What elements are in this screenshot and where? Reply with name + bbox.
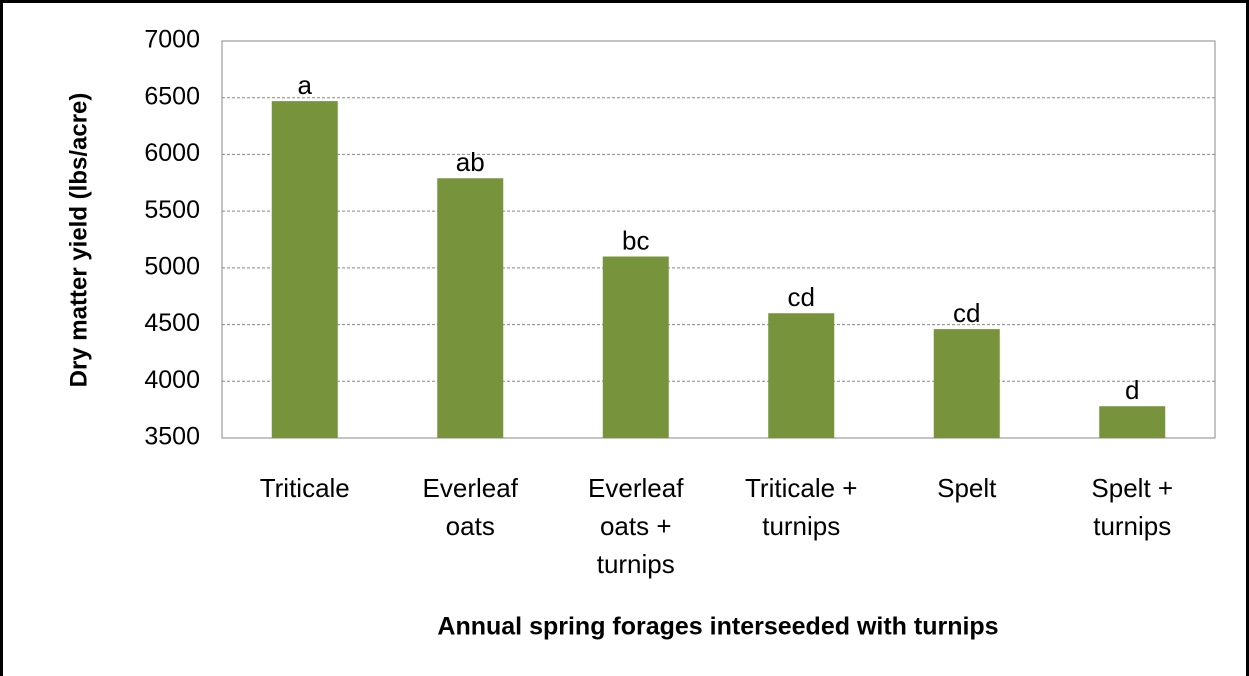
- y-tick-label: 6500: [144, 82, 200, 110]
- y-tick-label: 5000: [144, 252, 200, 280]
- x-tick-label: Spelt + turnips: [1091, 473, 1174, 541]
- y-tick-label: 3500: [144, 423, 200, 451]
- bar: [933, 329, 1000, 438]
- bar-annotation: ab: [456, 147, 485, 177]
- x-tick-label: Spelt: [937, 473, 997, 503]
- x-tick-label: Everleaf oats + turnips: [588, 473, 684, 579]
- bar-annotation: bc: [622, 225, 649, 255]
- bar: [1099, 406, 1166, 438]
- y-tick-label: 7000: [144, 26, 200, 54]
- bar: [271, 101, 338, 439]
- y-tick-label: 4000: [144, 366, 200, 394]
- y-tick-label: 5500: [144, 196, 200, 224]
- bar: [602, 256, 669, 438]
- bar-annotation: cd: [953, 298, 980, 328]
- bar-annotation: d: [1125, 375, 1139, 405]
- y-tick-label: 4500: [144, 309, 200, 337]
- bar-annotation: a: [298, 70, 313, 100]
- x-tick-label: Triticale + turnips: [745, 473, 858, 541]
- y-axis-label: Dry matter yield (lbs/acre): [65, 93, 92, 388]
- x-axis-label: Annual spring forages interseeded with t…: [437, 613, 998, 641]
- bar: [768, 313, 835, 438]
- x-tick-label: Triticale: [259, 473, 350, 503]
- plot-border: [221, 40, 1216, 439]
- x-tick-label: Everleaf oats: [422, 473, 518, 541]
- bar-annotation: cd: [788, 282, 815, 312]
- bar: [437, 178, 504, 438]
- y-tick-label: 6000: [144, 139, 200, 167]
